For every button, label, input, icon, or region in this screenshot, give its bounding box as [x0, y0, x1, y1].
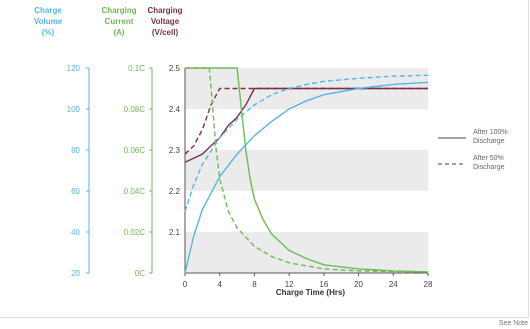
current-tick-label: 0.02C [124, 228, 146, 237]
voltage-axis-title: Charging [147, 6, 182, 15]
background-band [185, 232, 428, 273]
x-axis-title: Charge Time (Hrs) [276, 288, 346, 297]
volume-tick-label: 80 [71, 146, 80, 155]
volume-axis-title: (%) [42, 28, 55, 37]
current-dashed-series-line [185, 67, 429, 273]
x-tick-label: 20 [354, 280, 363, 289]
voltage-axis-title: Voltage [151, 17, 180, 26]
legend-label-solid: After 100% [473, 129, 508, 136]
voltage-dashed-series-line [184, 87, 428, 155]
voltage-tick-label: 2.2 [169, 187, 181, 196]
volume-tick-label: 120 [67, 64, 81, 73]
background-band [185, 150, 428, 191]
voltage-tick-label: 2.5 [169, 64, 181, 73]
volume-axis-title: Volume [34, 17, 63, 26]
legend-label-solid: Discharge [473, 138, 505, 145]
volume-dashed-series-line [184, 74, 429, 212]
voltage-tick-label: 2.4 [169, 105, 181, 114]
x-tick-label: 4 [217, 280, 222, 289]
voltage-solid-series-line [184, 87, 428, 163]
current-axis-title: Current [105, 17, 134, 26]
x-tick-label: 28 [424, 280, 433, 289]
volume-tick-label: 20 [71, 269, 80, 278]
see-note-text: See Note [498, 320, 528, 327]
voltage-tick-label: 2.1 [169, 228, 181, 237]
legend-label-dashed: Discharge [473, 164, 505, 171]
volume-solid-series-line [184, 81, 429, 274]
current-axis-title: (A) [113, 28, 124, 37]
current-axis-title: Charging [101, 6, 136, 15]
x-tick-label: 0 [183, 280, 188, 289]
current-tick-label: 0.1C [128, 64, 145, 73]
current-tick-label: 0.04C [124, 187, 146, 196]
x-tick-label: 24 [389, 280, 398, 289]
x-tick-label: 12 [285, 280, 294, 289]
voltage-tick-label: 2.3 [169, 146, 181, 155]
current-tick-label: 0.06C [124, 146, 146, 155]
volume-tick-label: 40 [71, 228, 80, 237]
x-tick-label: 16 [319, 280, 328, 289]
volume-axis-title: Charge [34, 6, 62, 15]
chart-frame [0, 0, 529, 318]
volume-tick-label: 60 [71, 187, 80, 196]
current-tick-label: 0.08C [124, 105, 146, 114]
current-tick-label: 0C [135, 269, 145, 278]
legend-label-dashed: After 50% [473, 155, 504, 162]
volume-tick-label: 100 [67, 105, 81, 114]
x-tick-label: 8 [252, 280, 257, 289]
voltage-axis-title: (V/cell) [152, 28, 179, 37]
